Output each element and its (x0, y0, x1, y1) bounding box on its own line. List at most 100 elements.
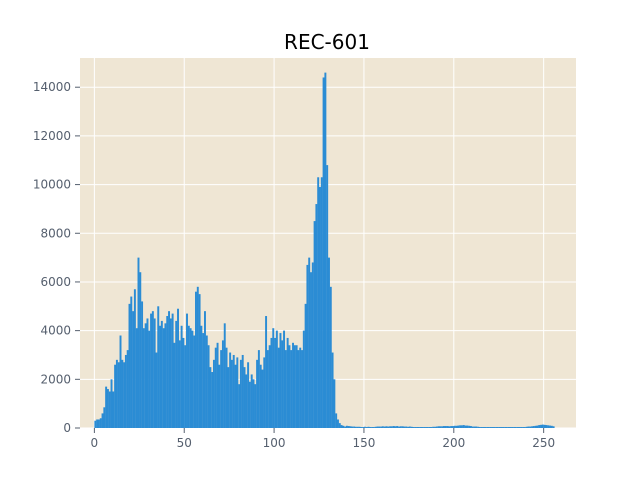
histogram-bar (166, 316, 169, 428)
histogram-bar (286, 337, 289, 428)
histogram-bar (430, 427, 433, 428)
histogram-bar (274, 337, 277, 428)
histogram-bar (315, 204, 318, 428)
histogram-bar (455, 425, 458, 428)
histogram-bar (209, 367, 212, 428)
histogram-bar (230, 359, 233, 428)
histogram-bar (536, 425, 539, 428)
histogram-bar (200, 325, 203, 428)
histogram-bar (394, 426, 397, 428)
histogram-bar (110, 379, 113, 428)
histogram-bar (335, 413, 338, 428)
x-tick-label: 250 (532, 436, 555, 450)
histogram-bar (385, 426, 388, 428)
histogram-bar (310, 272, 312, 428)
histogram-bar (157, 306, 160, 428)
histogram-bar (514, 427, 517, 428)
histogram-bar (164, 323, 167, 428)
y-tick-label: 8000 (40, 226, 71, 240)
histogram-bar (523, 427, 526, 428)
histogram-bar (112, 391, 115, 428)
histogram-bar (252, 379, 255, 428)
histogram-bar (529, 426, 532, 428)
histogram-bar (128, 303, 131, 428)
histogram-bar (426, 427, 429, 428)
histogram-bar (493, 427, 496, 428)
histogram-bar (275, 330, 278, 428)
histogram-bar (121, 359, 124, 428)
histogram-bar (263, 357, 266, 428)
histogram-bar (115, 359, 118, 428)
histogram-bar (212, 359, 215, 428)
histogram-bar (114, 364, 117, 428)
histogram-bar (225, 347, 228, 428)
histogram-bar (196, 286, 199, 428)
histogram-bar (146, 318, 149, 428)
histogram-bar (279, 333, 282, 428)
histogram-bar (247, 362, 250, 428)
histogram-bar (408, 426, 411, 428)
histogram-bar (319, 187, 321, 428)
histogram-bar (153, 318, 156, 428)
y-tick-label: 6000 (40, 275, 71, 289)
histogram-bar (471, 426, 474, 428)
histogram-bar (338, 423, 341, 428)
histogram-bar (372, 427, 375, 428)
histogram-bar (177, 308, 179, 428)
histogram-bar (243, 367, 246, 428)
histogram-bar (218, 364, 221, 428)
histogram-bar (308, 257, 311, 428)
histogram-bar (272, 328, 275, 428)
histogram-bar (484, 427, 487, 428)
histogram-bar (378, 426, 381, 428)
histogram-bar (180, 325, 183, 428)
histogram-bar (416, 427, 419, 428)
histogram-bar (468, 425, 471, 428)
histogram-bar (175, 320, 178, 428)
histogram-bar (452, 426, 454, 428)
histogram-bar (94, 420, 97, 428)
histogram-bar (432, 426, 435, 428)
histogram-bar (108, 391, 111, 428)
histogram-bar (297, 350, 300, 428)
histogram-bar (171, 313, 174, 428)
histogram-bar (306, 264, 309, 428)
histogram-bar (187, 325, 190, 428)
y-tick-label: 0 (63, 421, 71, 435)
histogram-bar (248, 381, 251, 428)
histogram-bar (358, 426, 361, 428)
histogram-bar (216, 342, 219, 428)
histogram-bar (139, 272, 142, 428)
histogram-bar (380, 426, 383, 428)
histogram-bar (284, 350, 287, 428)
histogram-bar (227, 367, 230, 428)
histogram-bars (94, 72, 555, 429)
histogram-bar (336, 419, 339, 428)
histogram-bar (270, 337, 273, 428)
histogram-bar (518, 427, 521, 428)
histogram-bar (195, 291, 197, 428)
histogram-bar (365, 427, 368, 428)
histogram-bar (189, 328, 192, 428)
histogram-bar (513, 427, 516, 428)
histogram-bar (193, 335, 196, 428)
histogram-bar (221, 340, 224, 428)
histogram-bar (460, 425, 463, 428)
histogram-bar (525, 426, 528, 428)
histogram-bar (421, 427, 424, 428)
histogram-bar (527, 426, 530, 428)
histogram-bar (534, 425, 537, 428)
histogram-bar (500, 427, 503, 428)
histogram-bar (417, 427, 420, 428)
histogram-bar (390, 426, 393, 428)
histogram-bar (532, 426, 535, 428)
histogram-bar (202, 333, 205, 428)
histogram-bar (155, 352, 158, 428)
x-axis: 0 50 100 150 200 250 (91, 428, 555, 450)
histogram-bar (354, 426, 357, 428)
histogram-bar (241, 354, 244, 428)
histogram-bar (159, 325, 162, 428)
histogram-bar (374, 426, 377, 428)
histogram-bar (504, 427, 507, 428)
histogram-bar (142, 328, 145, 428)
